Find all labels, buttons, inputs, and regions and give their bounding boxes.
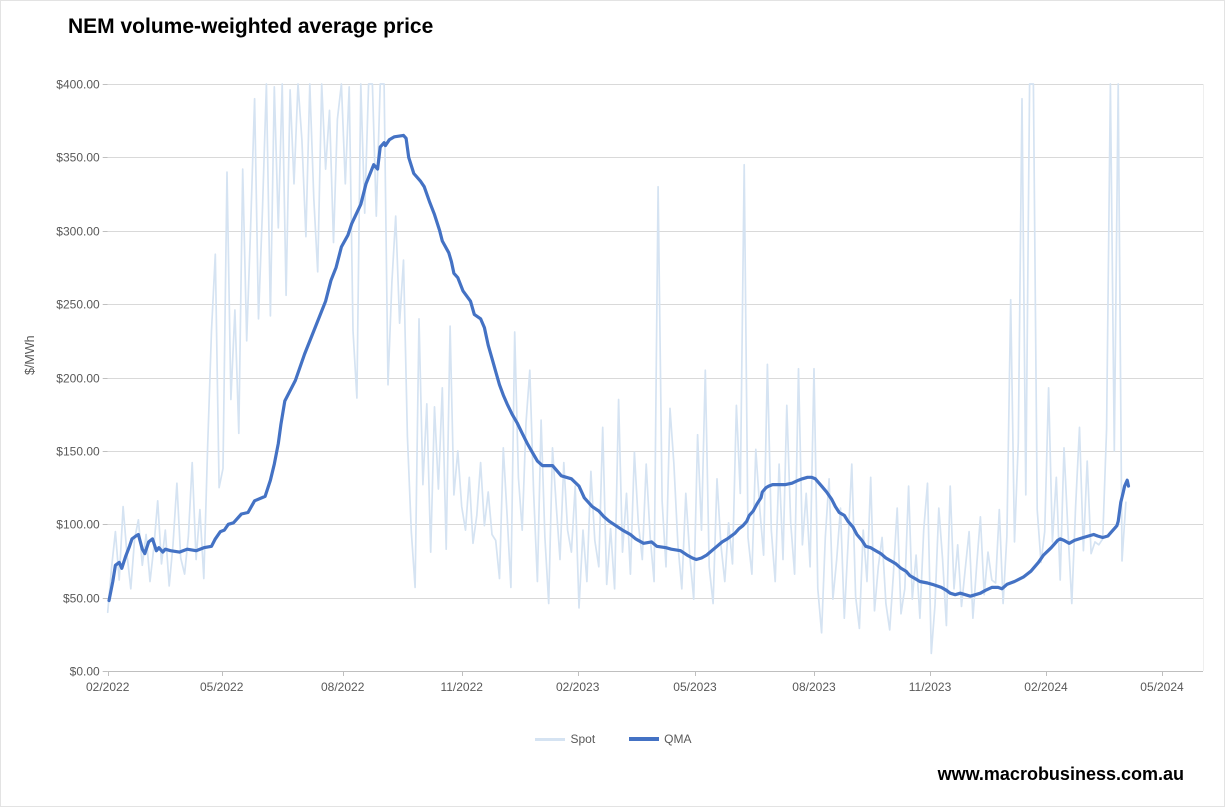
spot-series-line [106,83,1127,655]
y-tick-label: $100.00 [56,518,100,532]
y-axis-title: $/MWh [23,335,37,375]
qma-line-swatch-icon [629,737,660,741]
legend-label-qma: QMA [664,732,692,746]
legend-item-spot: Spot [535,732,595,746]
watermark: www.macrobusiness.com.au [937,764,1184,784]
y-tick-label: $350.00 [56,151,100,165]
x-tick-label: 02/2022 [86,680,130,694]
y-tick-label: $200.00 [56,372,100,386]
y-tick-label: $50.00 [63,592,100,606]
x-tick-label: 02/2024 [1024,680,1068,694]
x-tick-label: 02/2023 [556,680,600,694]
y-tick-label: $300.00 [56,225,100,239]
legend-item-qma: QMA [629,732,692,746]
qma-series-line [107,133,1131,603]
y-tick-label: $250.00 [56,298,100,312]
x-tick-label: 05/2022 [200,680,244,694]
x-tick-label: 05/2024 [1140,680,1184,694]
y-tick-label: $0.00 [70,665,100,679]
legend-label-spot: Spot [570,732,596,746]
chart-title: NEM volume-weighted average price [68,15,434,38]
x-tick-label: 05/2023 [673,680,717,694]
spot-line-swatch-icon [535,737,566,741]
x-tick-label: 11/2023 [909,680,952,694]
y-tick-label: $150.00 [56,445,100,459]
x-tick-label: 08/2022 [321,680,365,694]
x-tick-label: 11/2022 [440,680,483,694]
x-tick-label: 08/2023 [792,680,836,694]
y-tick-label: $400.00 [56,78,100,92]
legend: Spot QMA [1,732,1224,746]
